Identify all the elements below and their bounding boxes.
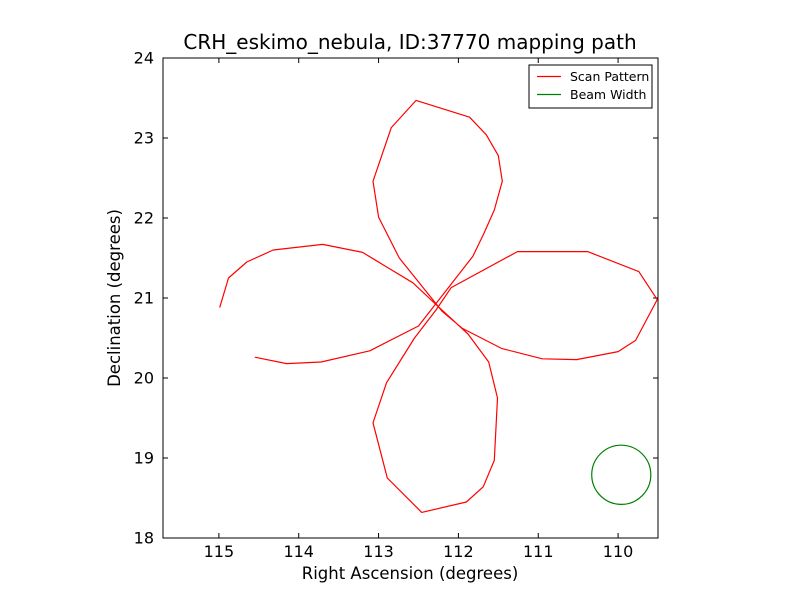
legend-box: [528, 64, 653, 109]
x-tick-label: 110: [603, 542, 634, 561]
legend: Scan Pattern Beam Width: [528, 64, 653, 109]
x-tick-label: 113: [363, 542, 394, 561]
scan-pattern-path: [219, 99, 658, 514]
y-tick-label: 23: [134, 129, 154, 148]
x-axis-label: Right Ascension (degrees): [302, 564, 519, 583]
y-tick-labels: 18 19 20 21 22 23 24: [134, 49, 154, 548]
x-tick-label: 111: [523, 542, 554, 561]
plot-series: [219, 99, 658, 514]
y-axis-label: Declination (degrees): [105, 209, 124, 387]
y-tick-label: 18: [134, 529, 154, 548]
y-tick-label: 22: [134, 209, 154, 228]
x-tick-label: 115: [204, 542, 235, 561]
x-tick-label: 114: [283, 542, 314, 561]
legend-beam-width-label: Beam Width: [570, 87, 646, 102]
beam-width-circle: [591, 444, 652, 505]
y-tick-label: 24: [134, 49, 154, 68]
y-tick-label: 21: [134, 289, 154, 308]
plot-frame: [162, 57, 659, 539]
legend-scan-pattern-label: Scan Pattern: [570, 69, 649, 84]
y-tick-label: 19: [134, 449, 154, 468]
x-tick-labels: 115 114 113 112 111 110: [204, 542, 634, 561]
x-tick-label: 112: [443, 542, 474, 561]
y-tick-label: 20: [134, 369, 154, 388]
plot-title: CRH_eskimo_nebula, ID:37770 mapping path: [183, 30, 636, 54]
axis-ticks: [163, 57, 658, 539]
